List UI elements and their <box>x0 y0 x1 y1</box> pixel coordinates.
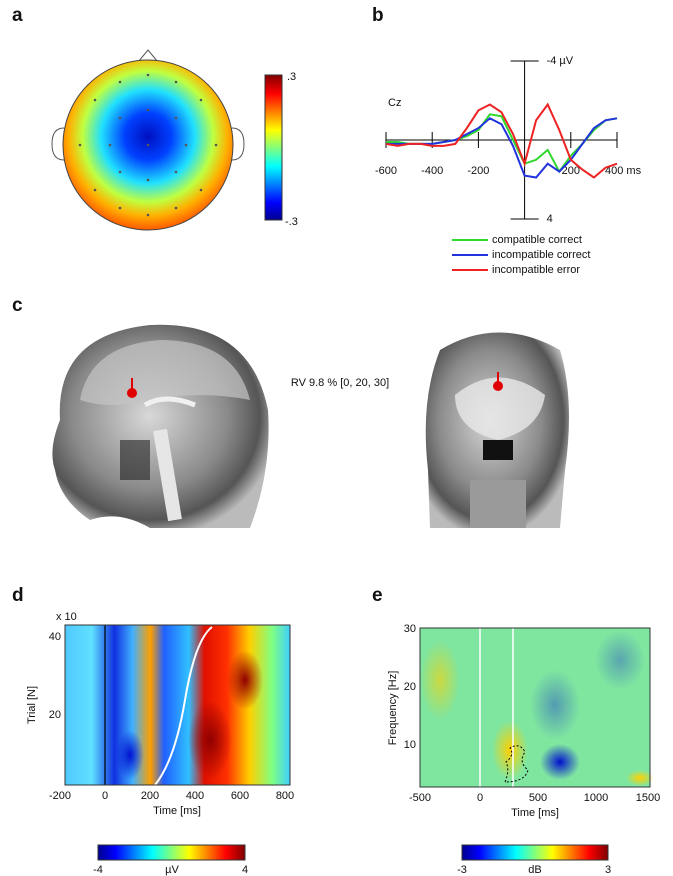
annotation: RV 9.8 % [0, 20, 30] <box>291 377 389 389</box>
erp-image <box>65 625 290 785</box>
sagittal-mri <box>52 325 268 528</box>
colorbar-label: 3 <box>605 864 611 876</box>
y-tick-label: 40 <box>49 631 61 643</box>
time-frequency-map <box>420 628 654 787</box>
colorbar <box>98 845 245 860</box>
x-tick-label: -600 <box>375 165 397 177</box>
x-tick-label: -200 <box>467 165 489 177</box>
axis-multiplier: x 10 <box>56 611 77 623</box>
x-tick-label: -200 <box>49 790 71 802</box>
y-tick-label: 30 <box>404 623 416 635</box>
x-tick-label: 600 <box>231 790 249 802</box>
colorbar <box>462 845 608 860</box>
topomap <box>52 50 244 230</box>
x-tick-label: 1000 <box>584 792 608 804</box>
y-tick-label: 20 <box>404 681 416 693</box>
panel-label: b <box>372 5 384 26</box>
legend-label: compatible correct <box>492 234 582 246</box>
panel-label: c <box>12 295 23 316</box>
colorbar-label: -.3 <box>285 216 298 228</box>
colorbar-unit: dB <box>528 864 541 876</box>
colorbar-label: .3 <box>287 71 296 83</box>
x-tick-label: 400 <box>186 790 204 802</box>
x-tick-label: 200 <box>141 790 159 802</box>
colorbar-label: 4 <box>242 864 248 876</box>
x-tick-label: -400 <box>421 165 443 177</box>
y-axis-label: Frequency [Hz] <box>387 671 399 746</box>
x-tick-label: 500 <box>529 792 547 804</box>
panel-label: d <box>12 585 24 606</box>
x-tick-label: -500 <box>409 792 431 804</box>
figure: a b c d e .3 -.3 -600-400-200200400 ms-4… <box>0 0 673 876</box>
colorbar-label: -4 <box>93 864 103 876</box>
colorbar-label: -3 <box>457 864 467 876</box>
y-axis-label: Trial [N] <box>26 686 38 724</box>
legend-label: incompatible error <box>492 264 580 276</box>
chart-annotation: Cz <box>388 97 401 109</box>
y-tick-label: -4 µV <box>547 55 574 67</box>
y-tick-label: 4 <box>547 213 553 225</box>
x-tick-label: 800 <box>276 790 294 802</box>
legend-label: incompatible correct <box>492 249 590 261</box>
x-tick-label: 0 <box>102 790 108 802</box>
page: a b c d e .3 -.3 -600-400-200200400 ms-4… <box>0 0 673 876</box>
colorbar-unit: µV <box>165 864 179 876</box>
x-axis-label: Time [ms] <box>511 807 559 819</box>
y-tick-label: 20 <box>49 709 61 721</box>
x-tick-label: 0 <box>477 792 483 804</box>
y-tick-label: 10 <box>404 739 416 751</box>
x-axis-label: Time [ms] <box>153 805 201 817</box>
x-tick-label: 1500 <box>636 792 660 804</box>
colorbar <box>265 75 282 220</box>
panel-label: e <box>372 585 383 606</box>
panel-label: a <box>12 5 23 26</box>
coronal-mri <box>426 333 569 529</box>
